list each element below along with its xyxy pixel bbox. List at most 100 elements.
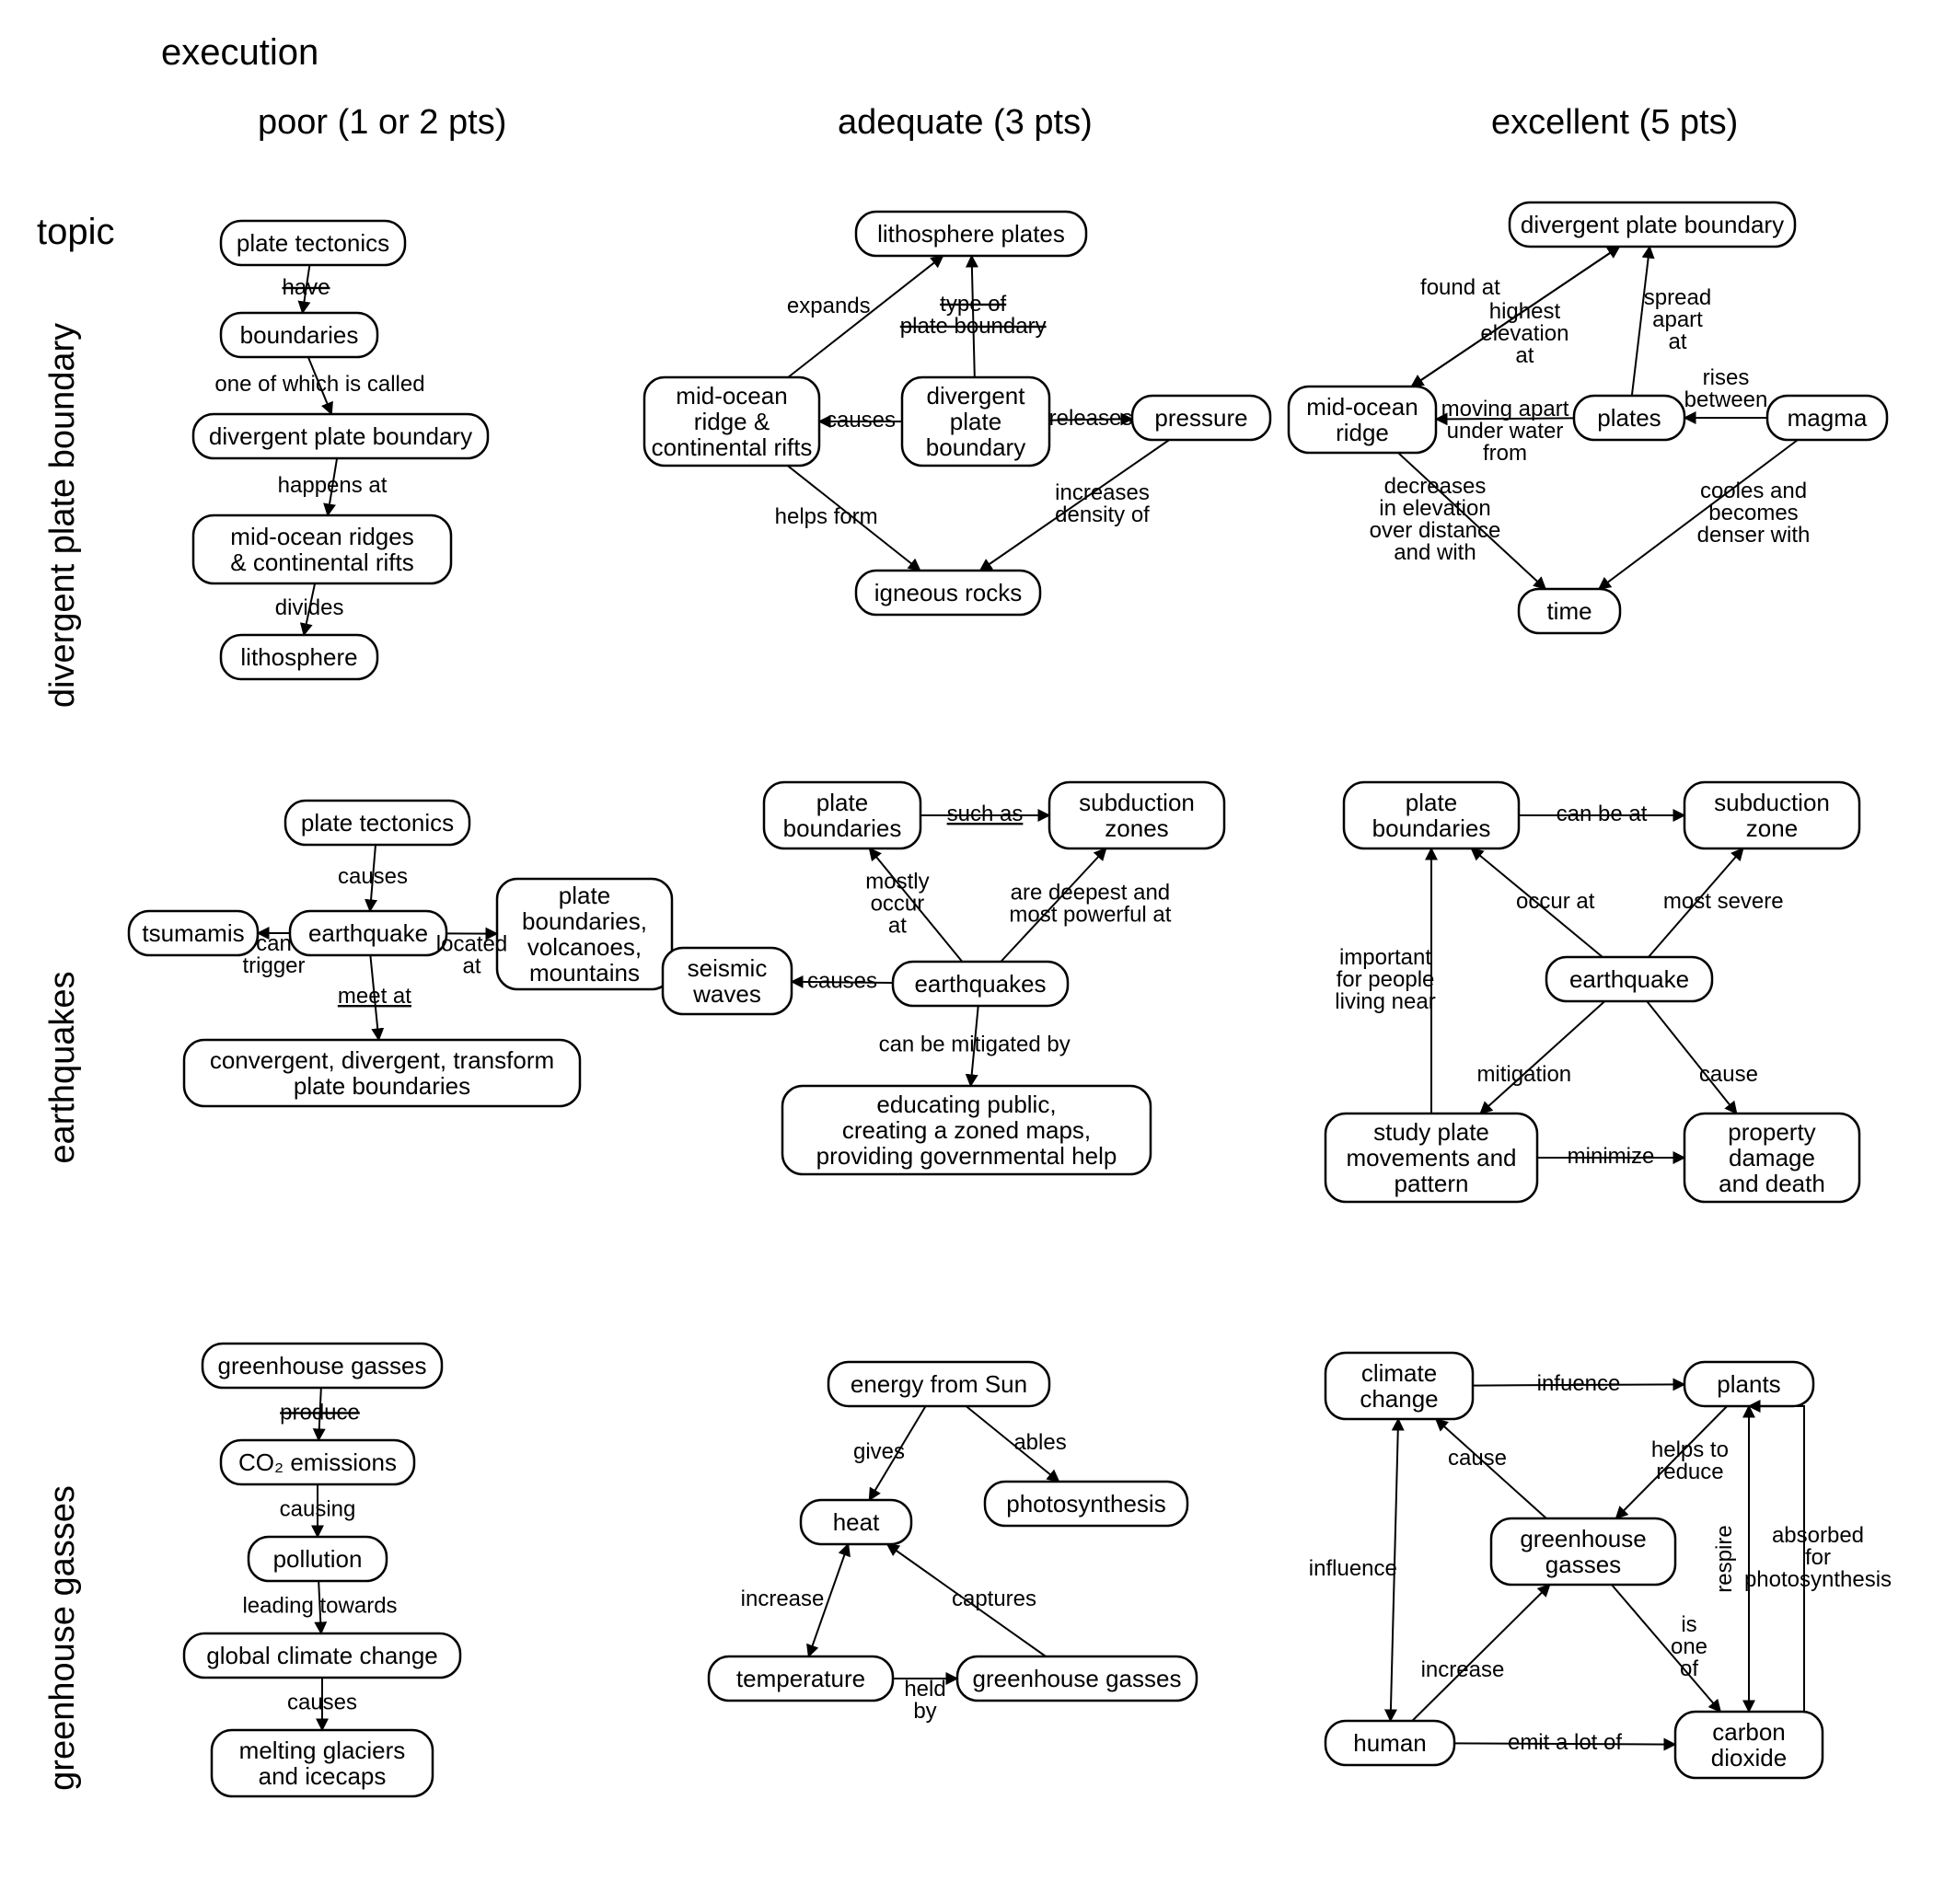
node-text-h3: photosynthesis — [1006, 1490, 1165, 1517]
edge-label-r3-r2: most severe — [1663, 889, 1784, 914]
edge-label-k1-k2: infuence — [1537, 1371, 1621, 1396]
cell-eq_adequate: plateboundariessubductionzonesseismicwav… — [663, 782, 1224, 1174]
edge-label-a3-a4: releases — [1049, 406, 1133, 431]
edge-label-a3-a1: type ofplate boundary — [900, 292, 1047, 339]
edge-label-r4-r1: importantfor peopleliving near — [1335, 945, 1435, 1014]
node-text-n4: mid-ocean ridges& continental rifts — [230, 523, 413, 576]
edge-label-r4-r5: minimize — [1568, 1144, 1655, 1169]
edge-r3-r5 — [1647, 1001, 1736, 1114]
row-label-1: earthquakes — [43, 971, 82, 1163]
edge-label-r3-r5: cause — [1699, 1062, 1758, 1087]
edge-label-k2-k3: helps toreduce — [1651, 1437, 1729, 1484]
node-text-g5: melting glaciersand icecaps — [239, 1737, 406, 1790]
edge-label-h5-h2: captures — [952, 1587, 1036, 1611]
edge-label-h1-h3: ables — [1013, 1430, 1066, 1455]
edge-label-h1-h2: gives — [853, 1439, 905, 1464]
node-text-p1: plate tectonics — [301, 809, 454, 837]
edge-label-a4-a5: increasesdensity of — [1055, 480, 1150, 527]
node-text-g1: greenhouse gasses — [218, 1352, 427, 1379]
node-text-e3: plates — [1597, 404, 1661, 432]
node-text-q4: earthquakes — [914, 970, 1046, 998]
edge-label-r3-r1: occur at — [1516, 889, 1595, 914]
edge-label-g2-g3: causing — [280, 1497, 356, 1522]
node-text-n3: divergent plate boundary — [209, 422, 472, 450]
edge-label-q1-q2: such as — [947, 802, 1024, 826]
node-text-e4: magma — [1788, 404, 1868, 432]
row-label-0: divergent plate boundary — [43, 323, 82, 708]
edge-e3-e1 — [1632, 247, 1649, 396]
cell-gg_poor: greenhouse gasses CO₂ emissions pollution g… — [184, 1344, 460, 1796]
node-text-a4: pressure — [1154, 404, 1247, 432]
node-text-h1: energy from Sun — [851, 1370, 1027, 1398]
cell-dpb_poor: plate tectonics boundaries divergent plate… — [193, 221, 488, 679]
edge-label-g4-g5: causes — [287, 1691, 357, 1715]
node-text-h2: heat — [833, 1508, 880, 1536]
node-text-n5: lithosphere — [240, 643, 357, 671]
column-header-0: poor (1 or 2 pts) — [258, 103, 506, 142]
edge-label-q4-q1: mostlyoccurat — [865, 870, 929, 939]
header-topic: topic — [37, 212, 115, 252]
node-text-q3: seismicwaves — [688, 954, 768, 1008]
row-label-2: greenhouse gasses — [43, 1485, 82, 1791]
edge-label-n4-n5: divides — [275, 595, 344, 620]
cell-dpb_excellent: divergent plate boundarymid-oceanridgepl… — [1289, 202, 1887, 633]
edge-label-k2-k5: respire — [1712, 1525, 1737, 1592]
node-text-g4: global climate change — [206, 1642, 438, 1669]
concept-map-grid: executiontopicpoor (1 or 2 pts)adequate … — [0, 0, 1933, 1904]
header-execution: execution — [161, 32, 318, 73]
edge-label-n3-n4: happens at — [278, 473, 388, 498]
cell-eq_excellent: plateboundariessubductionzoneearthquakes… — [1325, 782, 1859, 1202]
node-text-n2: boundaries — [240, 321, 359, 349]
edge-label-k3-k5: isoneof — [1671, 1612, 1707, 1681]
node-text-k1: climatechange — [1360, 1359, 1438, 1413]
edge-label-a3-a2: causes — [826, 408, 896, 433]
edge-label-r1-r2: can be at — [1557, 802, 1648, 826]
node-text-k2: plants — [1717, 1370, 1780, 1398]
cell-gg_adequate: energy from Sun heat photosynthesis tempera… — [709, 1362, 1197, 1724]
edge-label-e4-e3: risesbetween — [1684, 365, 1768, 412]
edge-label-e4-e5: cooles andbecomesdenser with — [1697, 479, 1811, 548]
edge-label-n2-n3: one of which is called — [214, 372, 424, 397]
edge-label-q4-q5: can be mitigated by — [879, 1033, 1071, 1057]
node-text-a1: lithosphere plates — [877, 220, 1065, 248]
edge-label-k5-k2: absorbedforphotosynthesis — [1744, 1523, 1892, 1592]
edge-label-h4-h5: heldby — [904, 1677, 945, 1724]
edge-label-h2-h4: increase — [741, 1587, 825, 1611]
edge-label-k4-k3: increase — [1421, 1657, 1505, 1682]
node-text-g3: pollution — [273, 1545, 363, 1573]
edge-label-p1-p3: causes — [338, 864, 408, 889]
node-text-h5: greenhouse gasses — [973, 1665, 1182, 1692]
edge-label-r3-r4: mitigation — [1476, 1062, 1571, 1087]
node-text-k4: human — [1353, 1729, 1427, 1757]
node-text-k5: carbondioxide — [1711, 1718, 1787, 1771]
edge-label-g1-g2: produce — [280, 1401, 360, 1425]
edge-label-k3-k1: cause — [1448, 1446, 1507, 1471]
edge-label-e1-e2: highestelevationat — [1480, 299, 1568, 368]
edge-label-e2-e5: decreasesin elevationover distanceand wi… — [1370, 474, 1501, 565]
edge-label-k4-k5: emit a lot of — [1508, 1730, 1622, 1755]
edge-label-e3-e1: spreadapartat — [1644, 285, 1711, 354]
cell-eq_poor: plate tectonicstsumamisearthquakeplatebo… — [129, 801, 672, 1106]
edge-r3-r4 — [1480, 1001, 1604, 1114]
node-text-p3: earthquake — [308, 919, 428, 947]
column-header-2: excellent (5 pts) — [1491, 103, 1738, 142]
edge-label-p3-p5: meet at — [338, 984, 411, 1009]
node-text-h4: temperature — [736, 1665, 865, 1692]
edge-k4-k3 — [1412, 1585, 1549, 1721]
edge-label-a2-a5: helps form — [775, 504, 878, 529]
node-text-n1: plate tectonics — [237, 229, 389, 257]
edge-label-e2-e1: found at — [1420, 275, 1500, 300]
cell-gg_excellent: climatechangeplantsgreenhousegasseshuman… — [1309, 1353, 1892, 1778]
edge-label-k1-k4: influence — [1309, 1556, 1397, 1581]
edge-label-a2-a1: expands — [787, 294, 871, 318]
node-text-a5: igneous rocks — [874, 579, 1022, 606]
edge-label-e3-e2: moving apartunder waterfrom — [1441, 397, 1569, 466]
node-text-e1: divergent plate boundary — [1521, 211, 1784, 238]
edge-label-g3-g4: leading towards — [242, 1594, 397, 1619]
node-text-p2: tsumamis — [142, 919, 244, 947]
node-text-g2: CO₂ emissions — [238, 1448, 397, 1476]
cell-dpb_adequate: lithosphere platesmid-oceanridge &contin… — [644, 212, 1270, 615]
edge-k5-k2 — [1749, 1406, 1804, 1712]
node-text-r3: earthquake — [1569, 965, 1689, 993]
edge-label-n1-n2: have — [282, 275, 330, 300]
